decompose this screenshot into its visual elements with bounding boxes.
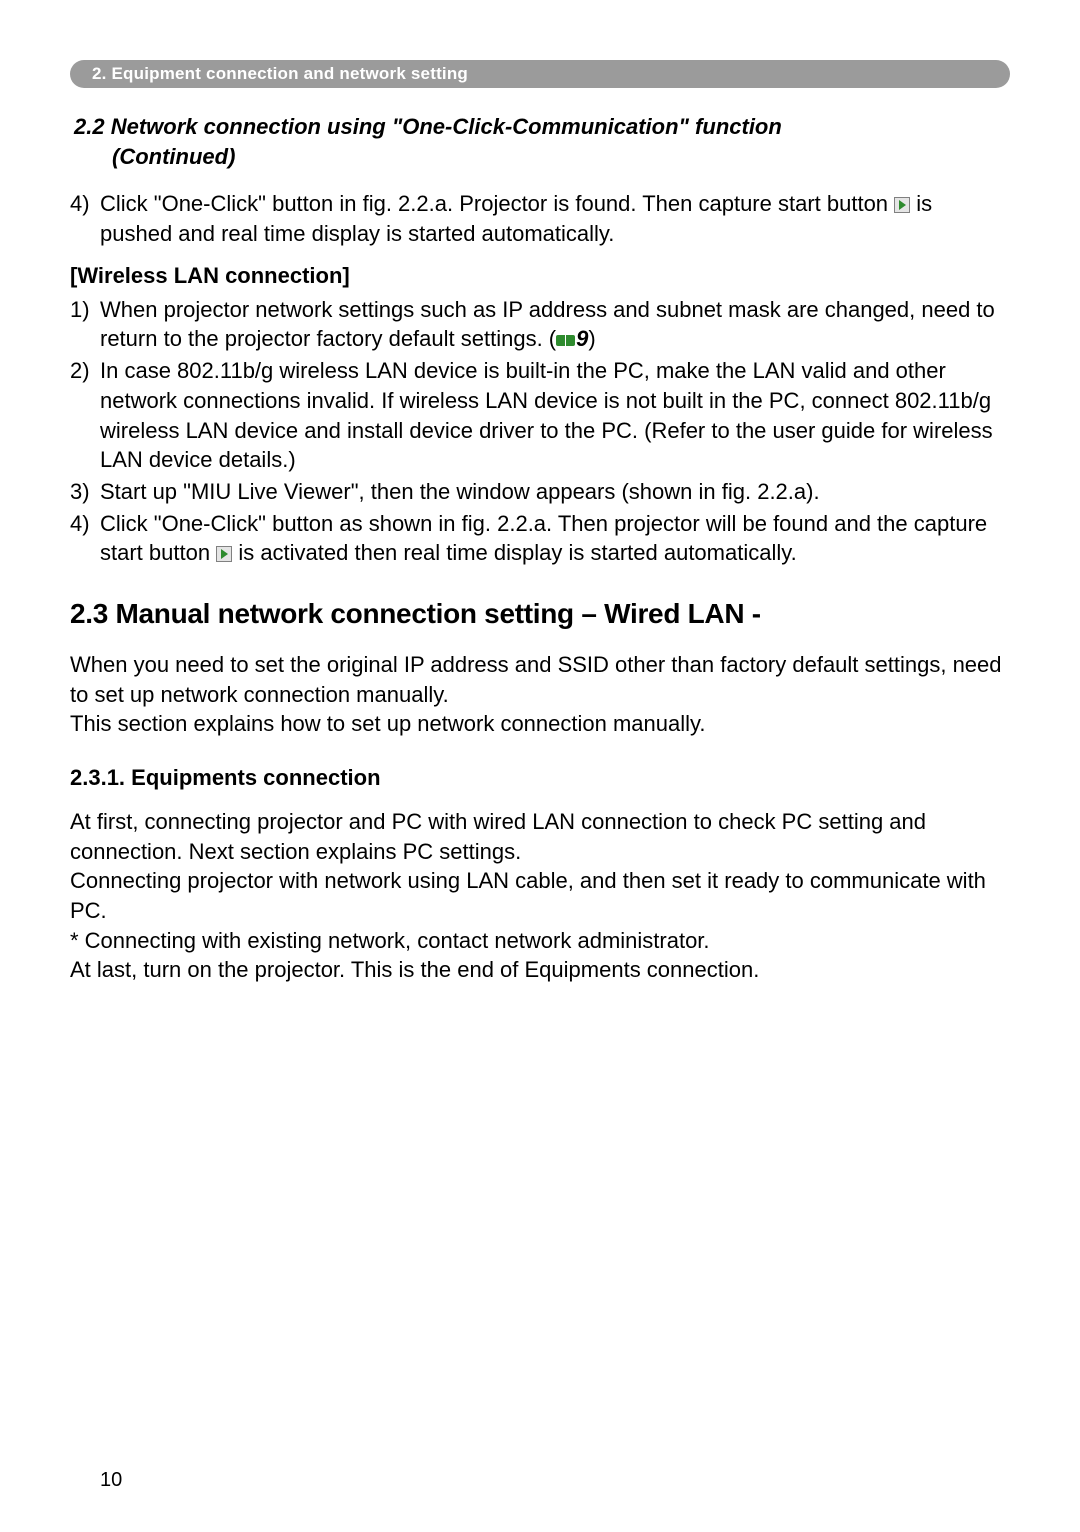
list-text: Click "One-Click" button as shown in fig… xyxy=(100,509,1010,568)
text-fragment: Click "One-Click" button in fig. 2.2.a. … xyxy=(100,191,894,216)
paragraph-line: When you need to set the original IP add… xyxy=(70,652,1002,707)
paragraph-line: At last, turn on the projector. This is … xyxy=(70,957,759,982)
section-2-3-1-body: At first, connecting projector and PC wi… xyxy=(70,807,1010,985)
list-item-4: 4) Click "One-Click" button in fig. 2.2.… xyxy=(70,189,1010,248)
list-item-1: 1) When projector network settings such … xyxy=(70,295,1010,354)
manual-reference-book-icon xyxy=(556,333,576,348)
list-number: 4) xyxy=(70,509,100,568)
list-text: Start up "MIU Live Viewer", then the win… xyxy=(100,477,1010,507)
capture-start-play-icon xyxy=(894,197,910,213)
section-title-line-1: 2.2 Network connection using "One-Click-… xyxy=(74,114,782,139)
text-fragment: When projector network settings such as … xyxy=(100,297,995,352)
page-reference: 9 xyxy=(576,326,588,351)
chapter-header-bar: 2. Equipment connection and network sett… xyxy=(70,60,1010,88)
list-item-4b: 4) Click "One-Click" button as shown in … xyxy=(70,509,1010,568)
section-2-3-1-heading: 2.3.1. Equipments connection xyxy=(70,765,1010,791)
paragraph-line: Connecting projector with network using … xyxy=(70,868,986,923)
section-2-2-continued-title: 2.2 Network connection using "One-Click-… xyxy=(70,112,1010,171)
page-number: 10 xyxy=(100,1469,122,1492)
section-2-3-intro: When you need to set the original IP add… xyxy=(70,650,1010,739)
section-2-3-heading: 2.3 Manual network connection setting – … xyxy=(70,598,1010,630)
list-number: 3) xyxy=(70,477,100,507)
list-item-3: 3) Start up "MIU Live Viewer", then the … xyxy=(70,477,1010,507)
wireless-lan-heading: [Wireless LAN connection] xyxy=(70,263,1010,289)
list-text: Click "One-Click" button in fig. 2.2.a. … xyxy=(100,189,1010,248)
text-fragment: is activated then real time display is s… xyxy=(238,540,796,565)
paragraph-line: At first, connecting projector and PC wi… xyxy=(70,809,926,864)
list-text: In case 802.11b/g wireless LAN device is… xyxy=(100,356,1010,475)
capture-start-play-icon xyxy=(216,546,232,562)
chapter-header-text: 2. Equipment connection and network sett… xyxy=(92,64,468,84)
list-number: 1) xyxy=(70,295,100,354)
section-title-line-2: (Continued) xyxy=(74,142,1010,172)
paragraph-line: * Connecting with existing network, cont… xyxy=(70,928,710,953)
text-fragment: ) xyxy=(588,326,595,351)
paragraph-line: This section explains how to set up netw… xyxy=(70,711,706,736)
list-number: 2) xyxy=(70,356,100,475)
document-page: 2. Equipment connection and network sett… xyxy=(0,0,1080,1532)
list-text: When projector network settings such as … xyxy=(100,295,1010,354)
list-number: 4) xyxy=(70,189,100,248)
list-item-2: 2) In case 802.11b/g wireless LAN device… xyxy=(70,356,1010,475)
